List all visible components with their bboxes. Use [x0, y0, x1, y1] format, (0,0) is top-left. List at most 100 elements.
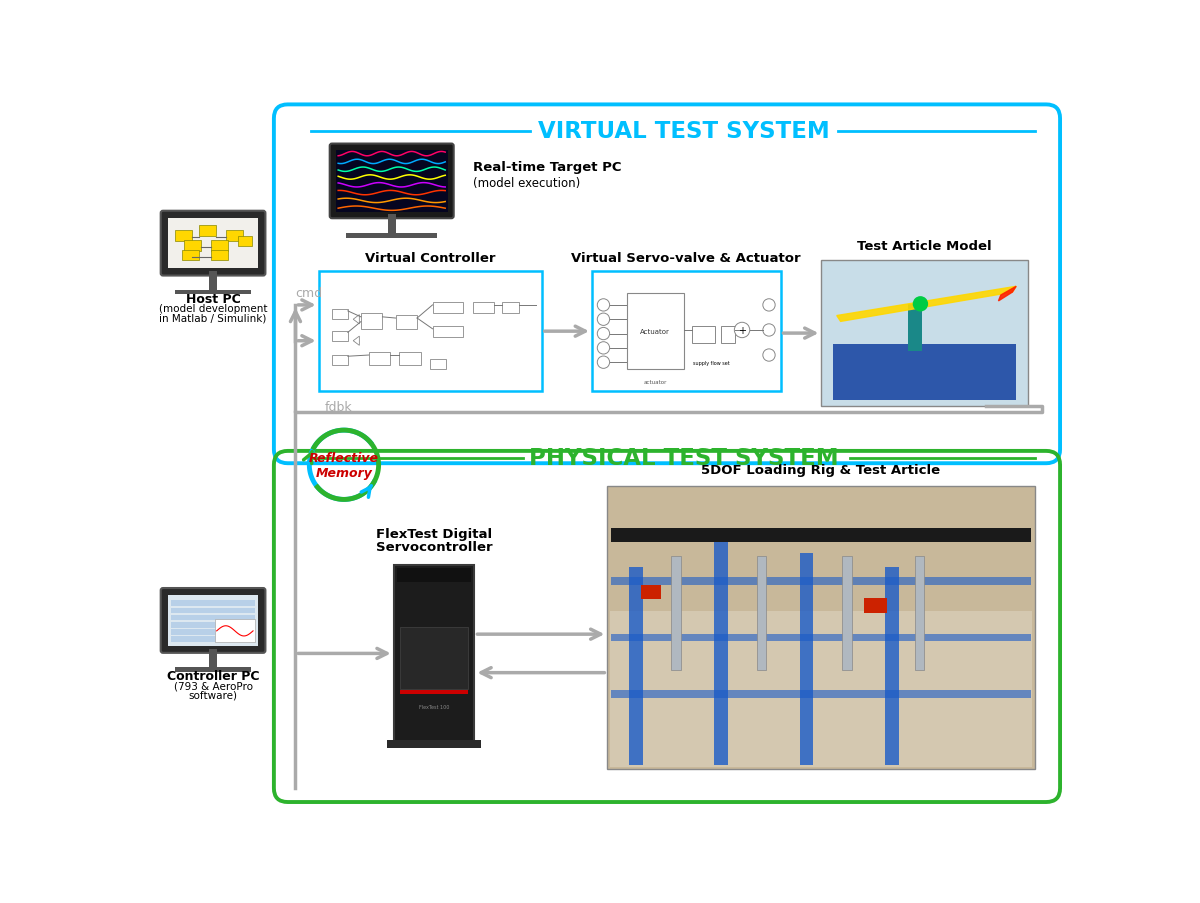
Bar — [721, 327, 736, 344]
Text: cmd: cmd — [295, 286, 323, 300]
Bar — [175, 291, 251, 295]
Polygon shape — [836, 287, 1016, 322]
Bar — [388, 740, 481, 749]
Bar — [642, 585, 661, 600]
Polygon shape — [353, 337, 359, 346]
Bar — [821, 261, 1027, 406]
Circle shape — [763, 300, 775, 312]
Bar — [318, 272, 542, 391]
Bar — [400, 628, 468, 689]
Bar — [629, 567, 642, 765]
Bar — [473, 303, 494, 314]
Bar — [347, 234, 437, 238]
Bar — [394, 565, 474, 742]
Bar — [799, 553, 814, 765]
Bar — [209, 272, 217, 293]
Bar — [170, 629, 256, 635]
Text: PHYSICAL TEST SYSTEM: PHYSICAL TEST SYSTEM — [529, 447, 839, 470]
Text: (model execution): (model execution) — [473, 176, 580, 190]
Text: supply flow set: supply flow set — [692, 360, 730, 366]
Bar — [611, 577, 1031, 585]
Bar — [400, 690, 468, 694]
Text: +: + — [738, 326, 746, 336]
Bar — [864, 598, 887, 613]
Bar — [397, 568, 472, 582]
Bar — [184, 240, 200, 251]
Bar — [238, 237, 252, 247]
Bar — [626, 293, 684, 370]
Bar — [396, 315, 418, 330]
Text: Controller PC: Controller PC — [167, 669, 259, 682]
Bar — [215, 619, 254, 642]
Bar — [168, 595, 258, 647]
Bar — [209, 649, 217, 670]
Bar — [610, 611, 1032, 767]
Bar — [672, 557, 680, 670]
Bar — [211, 240, 228, 251]
Text: actuator: actuator — [643, 379, 667, 385]
FancyBboxPatch shape — [161, 211, 265, 276]
Circle shape — [598, 328, 610, 340]
Bar — [170, 615, 256, 620]
Bar — [757, 557, 766, 670]
Text: Host PC: Host PC — [186, 293, 240, 305]
Bar — [168, 219, 258, 268]
Bar — [175, 667, 251, 672]
Bar — [611, 634, 1031, 642]
Bar — [432, 303, 463, 314]
Bar — [908, 304, 922, 351]
Polygon shape — [998, 287, 1016, 302]
Bar — [607, 486, 1034, 769]
Text: fdbk: fdbk — [325, 401, 353, 414]
Bar — [833, 345, 1016, 401]
Circle shape — [598, 300, 610, 312]
Polygon shape — [353, 315, 359, 324]
Circle shape — [763, 349, 775, 362]
Bar — [170, 622, 256, 628]
Bar — [611, 529, 1031, 543]
Bar — [182, 250, 199, 261]
Text: Virtual Servo-valve & Actuator: Virtual Servo-valve & Actuator — [571, 252, 802, 265]
Bar — [431, 359, 445, 370]
Bar — [914, 557, 924, 670]
Text: (model development: (model development — [158, 303, 268, 313]
Bar — [432, 327, 463, 338]
Bar — [170, 637, 256, 642]
Text: VIRTUAL TEST SYSTEM: VIRTUAL TEST SYSTEM — [539, 120, 830, 143]
Circle shape — [598, 342, 610, 355]
Bar — [226, 230, 244, 241]
Bar — [611, 691, 1031, 698]
FancyBboxPatch shape — [330, 144, 454, 219]
Text: (793 & AeroPro: (793 & AeroPro — [174, 681, 252, 691]
Text: in Matlab / Simulink): in Matlab / Simulink) — [160, 313, 266, 323]
Bar — [502, 303, 518, 314]
Text: FlexTest Digital: FlexTest Digital — [376, 527, 492, 541]
Circle shape — [598, 313, 610, 326]
Text: Servocontroller: Servocontroller — [376, 540, 492, 553]
Bar — [361, 314, 383, 330]
Bar — [211, 250, 228, 261]
Bar — [388, 215, 396, 237]
Bar — [886, 567, 899, 765]
Text: FlexTest 100: FlexTest 100 — [419, 704, 449, 709]
Bar — [170, 608, 256, 613]
Text: Test Article Model: Test Article Model — [857, 240, 992, 253]
Bar — [400, 353, 421, 365]
Text: 5DOF Loading Rig & Test Article: 5DOF Loading Rig & Test Article — [702, 464, 941, 477]
Circle shape — [734, 323, 750, 339]
Bar — [170, 600, 256, 606]
Text: Virtual Controller: Virtual Controller — [365, 252, 496, 265]
Bar — [174, 230, 192, 241]
Bar — [199, 226, 216, 237]
Bar — [592, 272, 780, 391]
Bar — [336, 151, 448, 213]
Text: Reflective: Reflective — [308, 452, 379, 464]
Circle shape — [598, 357, 610, 369]
Bar — [842, 557, 852, 670]
FancyBboxPatch shape — [161, 589, 265, 653]
Bar — [368, 353, 390, 365]
Bar — [332, 355, 348, 365]
Circle shape — [913, 297, 928, 312]
Text: software): software) — [188, 690, 238, 700]
Bar — [332, 331, 348, 341]
